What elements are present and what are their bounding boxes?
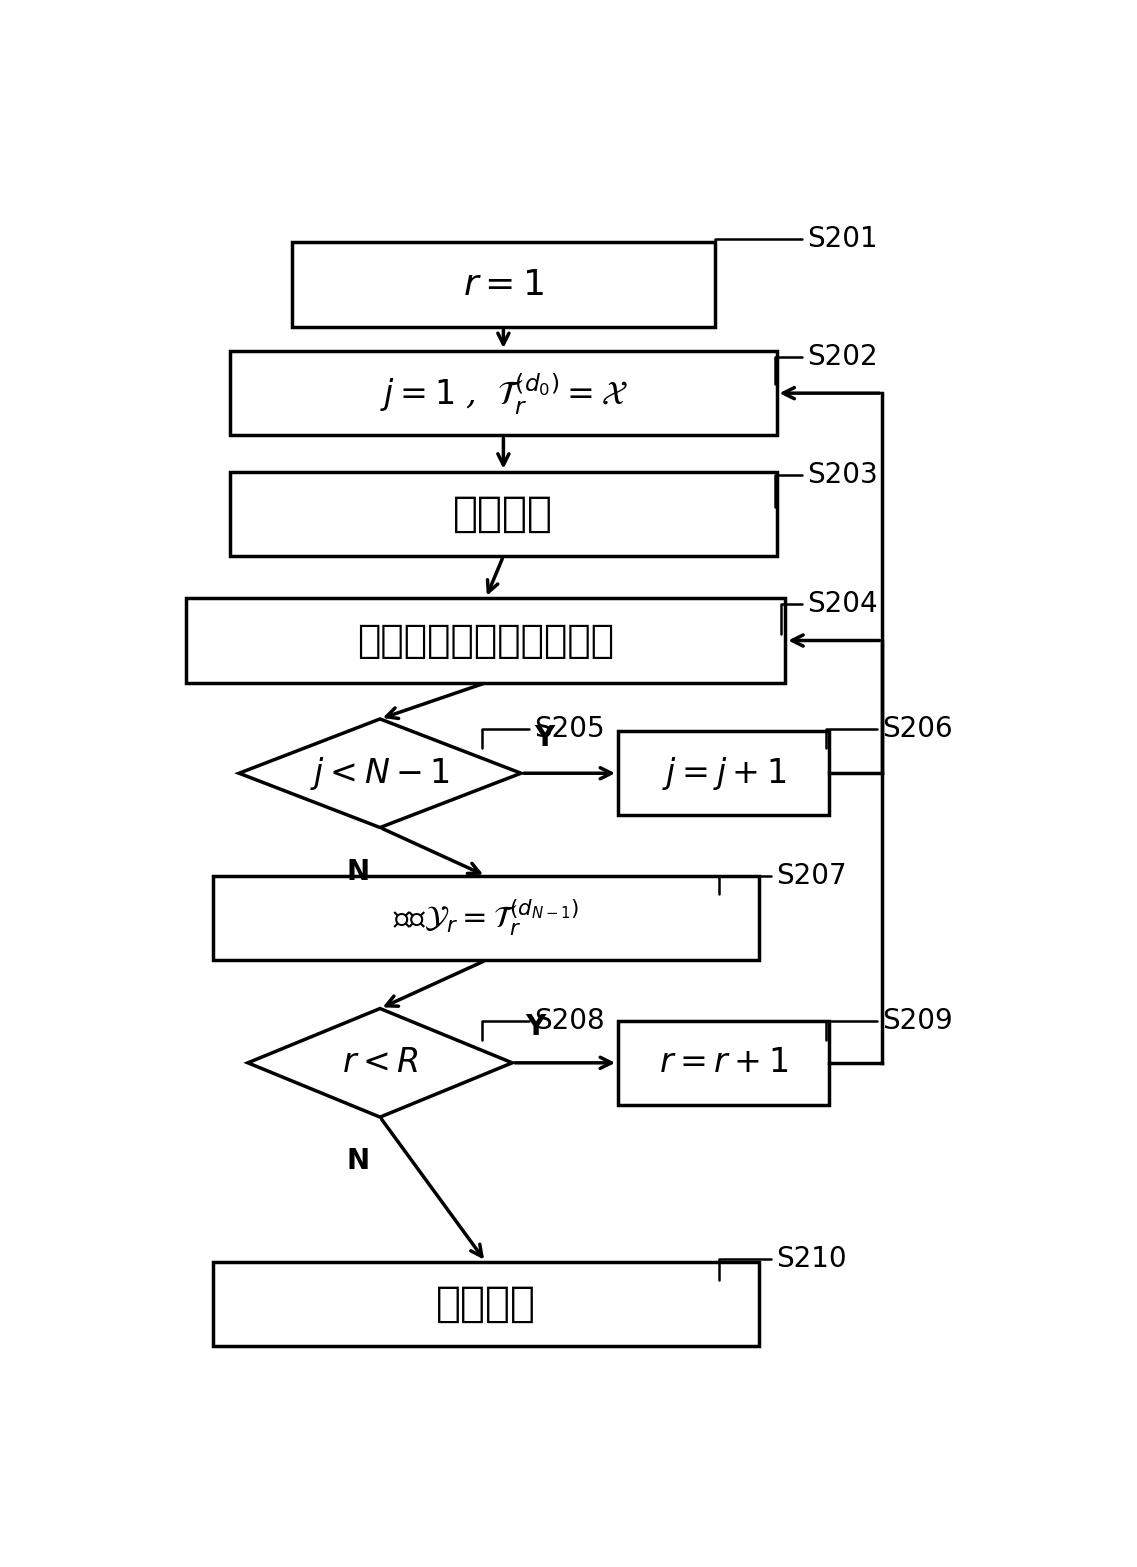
Text: 合并向量: 合并向量	[435, 1283, 536, 1326]
Text: Y: Y	[534, 724, 555, 752]
Text: $j<N-1$: $j<N-1$	[310, 755, 450, 791]
Text: S209: S209	[825, 1006, 953, 1039]
Text: S206: S206	[825, 715, 953, 747]
Text: 拆分张量: 拆分张量	[454, 492, 554, 534]
Bar	[619, 1020, 830, 1105]
Text: N: N	[347, 857, 370, 885]
Bar	[213, 1261, 760, 1346]
Text: $r=1$: $r=1$	[463, 268, 543, 301]
Text: S202: S202	[774, 343, 878, 384]
Bar	[619, 730, 830, 815]
Text: $r=r+1$: $r=r+1$	[659, 1047, 788, 1078]
Text: S201: S201	[715, 224, 878, 279]
Text: $r<R$: $r<R$	[342, 1047, 418, 1078]
Text: 得到$\mathcal{Y}_r=\mathcal{T}_r^{(d_{N-1})}$: 得到$\mathcal{Y}_r=\mathcal{T}_r^{(d_{N-1}…	[392, 898, 579, 939]
Text: S210: S210	[720, 1246, 847, 1280]
Bar	[186, 599, 786, 683]
Text: Y: Y	[525, 1014, 546, 1040]
Bar	[292, 243, 715, 328]
Text: S207: S207	[720, 862, 847, 893]
Text: 计算纤维与列向量的内积: 计算纤维与列向量的内积	[357, 622, 614, 660]
Polygon shape	[248, 1009, 513, 1117]
Polygon shape	[239, 719, 521, 827]
Text: N: N	[347, 1147, 370, 1175]
Text: $j=j+1$: $j=j+1$	[662, 755, 786, 791]
Bar	[230, 351, 777, 436]
Text: S204: S204	[781, 591, 878, 635]
Text: $j=1$ ,  $\mathcal{T}_r^{(d_0)}=\mathcal{X}$: $j=1$ , $\mathcal{T}_r^{(d_0)}=\mathcal{…	[380, 371, 628, 415]
Text: S205: S205	[482, 715, 605, 747]
Text: S208: S208	[482, 1006, 605, 1039]
Text: S203: S203	[774, 461, 878, 508]
Bar	[230, 472, 777, 556]
Bar	[213, 876, 760, 961]
